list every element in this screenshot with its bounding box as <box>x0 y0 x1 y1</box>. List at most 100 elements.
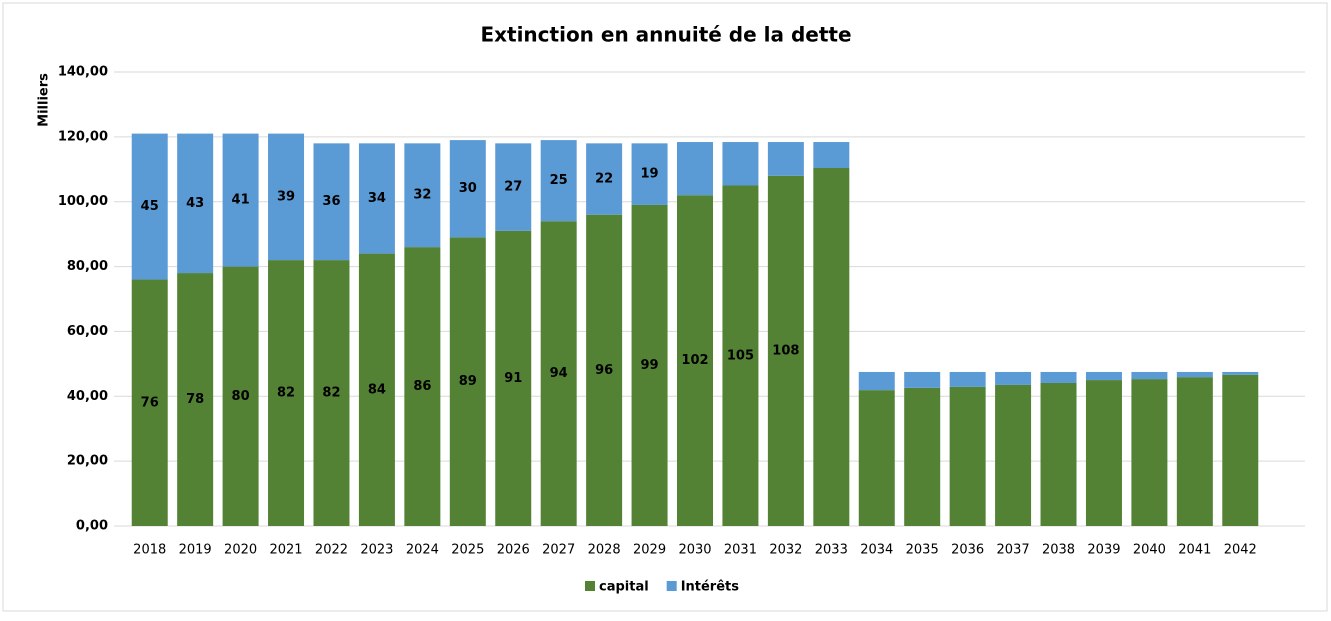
bar <box>222 133 259 267</box>
data-label: 102 <box>681 353 708 368</box>
x-tick-label: 2030 <box>678 543 711 558</box>
bar <box>904 387 941 526</box>
bar <box>586 143 623 215</box>
data-label: 45 <box>141 199 159 214</box>
data-label: 36 <box>322 194 340 209</box>
bar <box>949 386 986 526</box>
bar <box>631 204 668 526</box>
bar <box>1040 382 1077 526</box>
legend-swatch <box>666 581 677 591</box>
y-tick-label: 100,00 <box>58 194 108 209</box>
data-label: 76 <box>141 395 159 410</box>
x-tick-label: 2032 <box>769 543 802 558</box>
bar <box>1222 371 1259 375</box>
x-tick-label: 2018 <box>133 543 166 558</box>
x-tick-label: 2023 <box>360 543 393 558</box>
data-label: 80 <box>232 389 250 404</box>
bar <box>767 175 804 526</box>
bar <box>313 260 350 526</box>
data-label: 82 <box>277 386 295 401</box>
bar <box>495 143 532 231</box>
bar <box>222 266 259 526</box>
bar <box>1085 380 1122 526</box>
data-label: 27 <box>504 180 522 195</box>
bar <box>995 371 1032 385</box>
y-tick-label: 60,00 <box>67 324 108 339</box>
data-label: 91 <box>504 371 522 386</box>
data-label: 78 <box>186 392 204 407</box>
x-tick-label: 2020 <box>224 543 257 558</box>
bar <box>177 273 214 526</box>
bar <box>995 384 1032 526</box>
y-tick-label: 20,00 <box>67 454 108 469</box>
bar <box>1040 371 1077 383</box>
data-label: 108 <box>772 343 799 358</box>
bar <box>813 142 850 168</box>
y-tick-label: 40,00 <box>67 389 108 404</box>
data-label: 84 <box>368 382 386 397</box>
bar <box>904 371 941 388</box>
bar <box>767 142 804 176</box>
data-label: 89 <box>459 374 477 389</box>
bar <box>813 167 850 526</box>
bar <box>1131 371 1168 380</box>
data-label: 22 <box>595 172 613 187</box>
y-tick-label: 0,00 <box>76 519 108 534</box>
bar <box>313 143 350 261</box>
x-tick-label: 2041 <box>1178 543 1211 558</box>
x-tick-label: 2033 <box>815 543 848 558</box>
x-tick-label: 2040 <box>1133 543 1166 558</box>
bar <box>268 260 305 526</box>
x-tick-label: 2031 <box>724 543 757 558</box>
bar <box>495 230 532 526</box>
bar <box>177 133 214 274</box>
legend-label: capital <box>599 580 649 595</box>
bar <box>677 195 713 526</box>
x-tick-label: 2024 <box>406 543 439 558</box>
x-tick-label: 2019 <box>179 543 212 558</box>
y-axis-label: Milliers <box>37 73 52 127</box>
bar <box>131 279 168 526</box>
bar <box>358 253 395 526</box>
y-tick-label: 80,00 <box>67 259 108 274</box>
x-tick-label: 2028 <box>588 543 621 558</box>
chart-title: Extinction en annuité de la dette <box>480 23 851 47</box>
data-label: 43 <box>186 196 204 211</box>
data-label: 99 <box>641 358 659 373</box>
bar <box>631 143 668 205</box>
data-label: 39 <box>277 189 295 204</box>
bar <box>677 142 713 196</box>
bar <box>722 142 759 186</box>
bar <box>1131 379 1168 526</box>
bar <box>949 371 986 387</box>
data-label: 82 <box>322 386 340 401</box>
x-tick-label: 2022 <box>315 543 348 558</box>
data-label: 41 <box>232 193 250 208</box>
data-label: 86 <box>413 379 431 394</box>
x-tick-label: 2029 <box>633 543 666 558</box>
bar <box>358 143 395 254</box>
bar <box>858 390 895 526</box>
x-tick-label: 2037 <box>997 543 1030 558</box>
data-label: 19 <box>641 167 659 182</box>
data-label: 32 <box>413 188 431 203</box>
bar <box>540 221 577 526</box>
x-tick-label: 2038 <box>1042 543 1075 558</box>
bar <box>404 247 441 526</box>
data-label: 105 <box>727 348 754 363</box>
bar <box>1085 371 1122 381</box>
bar <box>131 133 168 280</box>
data-label: 96 <box>595 363 613 378</box>
data-label: 94 <box>550 366 568 381</box>
bar <box>586 214 623 526</box>
bar <box>449 140 486 238</box>
x-tick-label: 2036 <box>951 543 984 558</box>
bar <box>404 143 441 248</box>
x-tick-label: 2026 <box>497 543 530 558</box>
bar <box>449 237 486 526</box>
bar <box>268 133 305 261</box>
bar <box>540 140 577 222</box>
data-label: 34 <box>368 191 386 206</box>
bar <box>1176 377 1213 526</box>
